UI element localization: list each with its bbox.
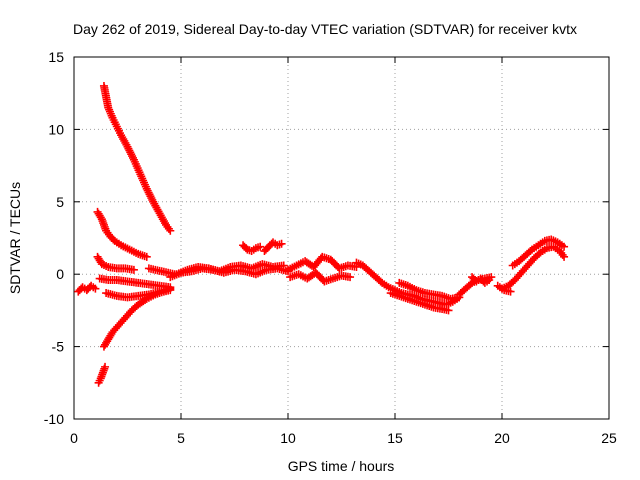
plot-frame: [73, 56, 610, 420]
data-point: [560, 242, 569, 251]
data-point: [256, 242, 265, 251]
series-arc-23: [493, 281, 515, 296]
data-point-interp: [124, 144, 133, 153]
data-point: [101, 362, 110, 371]
y-axis-ticks: -10 -5 0 5 10 15: [44, 49, 609, 427]
x-tick-label: 10: [280, 430, 296, 446]
data-point: [142, 184, 151, 193]
series-arc-9: [94, 362, 110, 387]
y-tick-label: -10: [44, 411, 64, 427]
series-arc-20: [468, 273, 494, 287]
series-arc-4: [93, 252, 138, 274]
x-axis-label: GPS time / hours: [288, 458, 395, 474]
data-point-interp: [144, 188, 153, 197]
data-point-interp: [143, 186, 152, 195]
data-point: [444, 306, 453, 315]
data-point: [346, 273, 355, 282]
x-tick-label: 15: [387, 430, 403, 446]
y-tick-label: 0: [56, 266, 64, 282]
series-arc-8: [99, 286, 175, 351]
x-axis-ticks: 0 5 10 15 20 25: [70, 57, 617, 446]
series-arc-22: [508, 235, 569, 270]
grid-lines: [74, 57, 609, 419]
series-arc-21: [498, 242, 569, 293]
series-arc-15: [286, 268, 355, 286]
data-marks: [74, 81, 569, 387]
data-point-interp: [127, 150, 136, 159]
x-tick-label: 25: [601, 430, 617, 446]
series-arc-11: [172, 260, 288, 279]
data-point: [279, 261, 288, 270]
data-point: [91, 284, 100, 293]
data-point: [142, 252, 151, 261]
series-arc-12: [239, 241, 265, 256]
data-point: [485, 275, 494, 284]
data-point-interp: [128, 152, 137, 161]
x-tick-label: 0: [70, 430, 78, 446]
y-axis-label: SDTVAR / TECUs: [7, 182, 23, 294]
data-point: [123, 142, 132, 151]
series-arc-6: [95, 274, 175, 292]
series-arc-17: [395, 278, 464, 303]
y-tick-label: -5: [52, 339, 65, 355]
data-point-interp: [125, 146, 134, 155]
chart-title: Day 262 of 2019, Sidereal Day-to-day VTE…: [73, 21, 577, 37]
data-point-interp: [145, 190, 154, 199]
data-point: [560, 252, 569, 261]
data-point-interp: [126, 148, 135, 157]
data-point-interp: [129, 153, 138, 162]
x-tick-label: 5: [177, 430, 185, 446]
series-arc-1: [74, 281, 100, 296]
data-point-interp: [146, 192, 155, 201]
data-point-interp: [147, 194, 156, 203]
data-point: [277, 239, 286, 248]
series-arc-3: [93, 207, 151, 261]
data-point: [506, 287, 515, 296]
y-tick-label: 10: [48, 121, 64, 137]
data-point-interp: [96, 213, 105, 222]
data-point: [129, 265, 138, 274]
data-point: [166, 226, 175, 235]
series-arc-13: [260, 238, 286, 256]
series-arc-2: [99, 81, 175, 235]
series-arc-14: [284, 252, 361, 274]
series-arc-18: [386, 289, 453, 315]
x-tick-label: 20: [494, 430, 510, 446]
y-tick-label: 15: [48, 49, 64, 65]
data-point: [166, 286, 175, 295]
y-tick-label: 5: [56, 194, 64, 210]
